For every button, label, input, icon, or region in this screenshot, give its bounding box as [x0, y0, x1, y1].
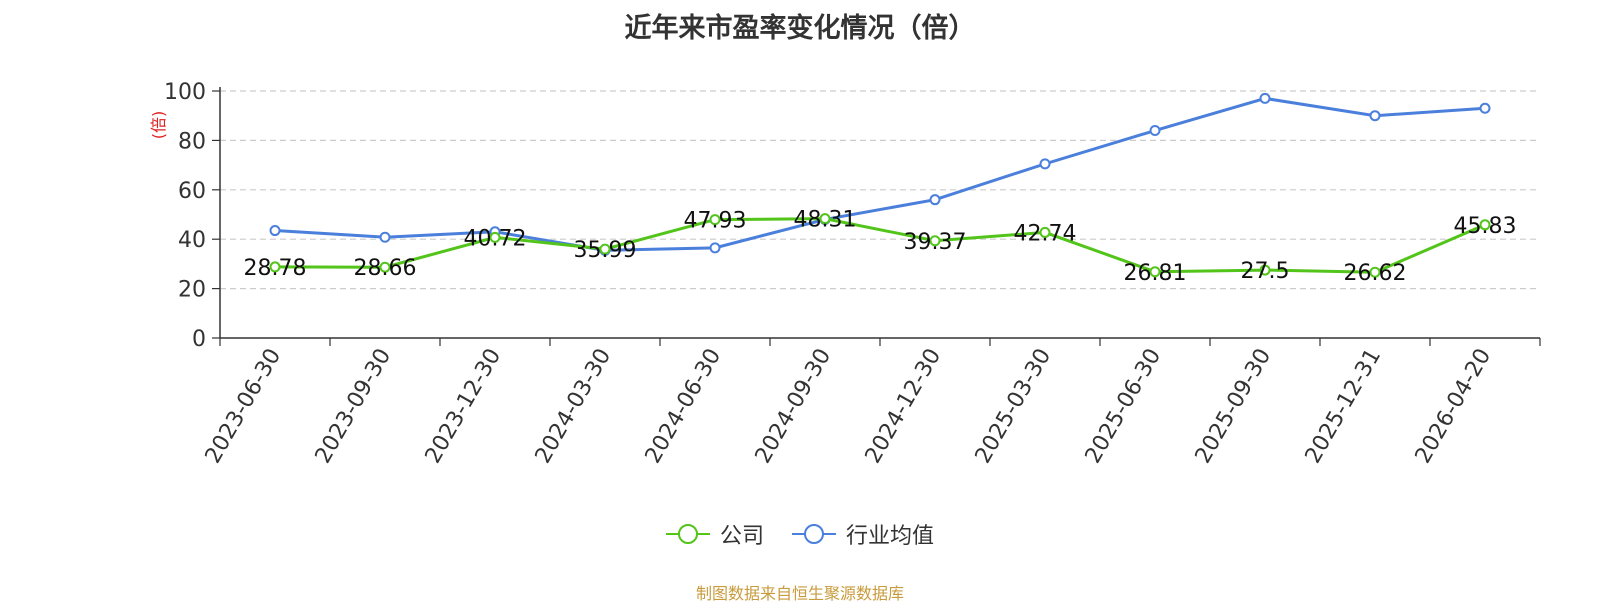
data-point [1369, 110, 1381, 122]
data-point [269, 261, 281, 273]
data-label: 26.81 [1124, 261, 1187, 286]
x-tick-label: 2026-04-20 [1411, 345, 1497, 468]
data-point [379, 231, 391, 243]
x-tick-label: 2025-12-31 [1301, 345, 1387, 468]
legend-item-company[interactable]: 公司 [665, 518, 764, 550]
data-label: 39.37 [904, 230, 967, 255]
data-point [1039, 158, 1051, 170]
x-tick-label: 2024-03-30 [531, 345, 617, 468]
x-tick-label: 2025-09-30 [1191, 345, 1277, 468]
line-chart: 0 20 40 60 80 100 (倍) 2023-06-30 2023-09-30 2023-… [149, 80, 1541, 468]
data-label: 42.74 [1014, 221, 1077, 246]
data-point [1149, 266, 1161, 278]
grid-lines [220, 90, 1540, 290]
data-point [1039, 226, 1051, 238]
data-point [489, 231, 501, 243]
data-point [1479, 219, 1491, 231]
y-tick-label: 40 [178, 228, 206, 253]
x-tick-label: 2023-12-30 [421, 345, 507, 468]
data-point [709, 242, 721, 254]
legend-symbol-industry [792, 524, 836, 544]
data-label: 27.5 [1241, 259, 1290, 284]
data-point [1259, 92, 1271, 104]
legend-label-company: 公司 [719, 524, 764, 549]
data-label: 26.62 [1344, 261, 1407, 286]
y-tick-label: 60 [178, 179, 206, 204]
data-labels: 28.78 28.66 40.72 35.99 47.93 48.31 39.37 42.74… [244, 208, 1517, 287]
data-point [379, 261, 391, 273]
data-label: 48.31 [794, 208, 857, 233]
series-line [274, 217, 1486, 274]
x-tick-label: 2023-09-30 [311, 345, 397, 468]
y-axis-label: (倍) [149, 111, 168, 140]
data-point [929, 194, 941, 206]
chart-title: 近年来市盈率变化情况（倍） [624, 13, 976, 44]
x-tick-label: 2024-09-30 [751, 345, 837, 468]
source-note: 制图数据来自恒生聚源数据库 [695, 584, 904, 603]
y-tick-label: 0 [192, 327, 206, 352]
data-point [1259, 264, 1271, 276]
data-point [599, 243, 611, 255]
data-label: 28.78 [244, 256, 307, 281]
x-tick-label: 2023-06-30 [201, 345, 287, 468]
data-label: 47.93 [684, 209, 747, 234]
x-tick-label: 2024-12-30 [861, 345, 947, 468]
y-tick-label: 100 [164, 80, 206, 105]
legend-symbol-company [665, 524, 710, 544]
legend: 公司 行业均值 [0, 518, 1600, 550]
series [269, 92, 1491, 278]
x-tick-label: 2025-06-30 [1081, 345, 1167, 468]
legend-label-industry: 行业均值 [846, 524, 935, 549]
data-point [929, 235, 941, 247]
data-label: 28.66 [354, 256, 417, 281]
data-label: 45.83 [1454, 214, 1517, 239]
y-tick-label: 20 [178, 278, 206, 303]
data-label: 35.99 [574, 238, 637, 263]
data-point [1369, 266, 1381, 278]
data-point [709, 214, 721, 226]
y-tick-label: 80 [178, 129, 206, 154]
series-line [274, 96, 1486, 252]
data-point [819, 213, 831, 225]
data-point [269, 225, 281, 237]
legend-item-industry[interactable]: 行业均值 [792, 518, 934, 550]
data-point [1149, 125, 1161, 137]
x-tick-label: 2025-03-30 [971, 345, 1057, 468]
x-tick-label: 2024-06-30 [641, 345, 727, 468]
data-point [1479, 102, 1491, 114]
data-label: 40.72 [464, 226, 527, 251]
